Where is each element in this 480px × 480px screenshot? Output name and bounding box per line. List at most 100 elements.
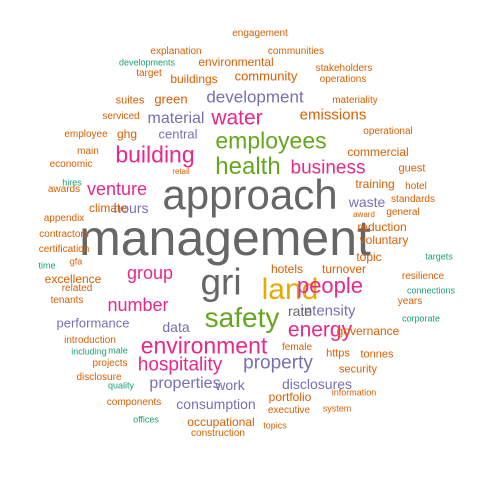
cloud-word-properties: properties xyxy=(149,375,221,392)
cloud-word-water: water xyxy=(211,106,263,130)
cloud-word-topic: topic xyxy=(356,250,382,264)
cloud-word-approach: approach xyxy=(162,171,338,218)
cloud-word-awards: awards xyxy=(47,184,81,195)
cloud-word-stakeholders: stakeholders xyxy=(315,63,373,74)
cloud-word-environment: environment xyxy=(140,332,268,359)
cloud-word-retail: retail xyxy=(172,167,190,176)
cloud-word-intensity: intensity xyxy=(300,302,356,320)
cloud-word-consumption: consumption xyxy=(176,396,256,412)
cloud-word-reduction: reduction xyxy=(357,220,407,234)
cloud-word-projects: projects xyxy=(92,358,128,369)
cloud-word-climate: climate xyxy=(88,201,128,215)
cloud-word-security: security xyxy=(339,363,377,376)
cloud-word-central: central xyxy=(158,126,198,142)
cloud-word-hours: hours xyxy=(113,200,149,216)
cloud-word-https: https xyxy=(326,347,350,360)
cloud-word-land: land xyxy=(261,273,319,306)
cloud-word-introduction: introduction xyxy=(64,335,116,346)
cloud-word-hires: hires xyxy=(62,177,82,188)
cloud-word-number: number xyxy=(107,295,169,315)
cloud-word-main: main xyxy=(77,146,99,157)
cloud-word-employee: employee xyxy=(64,129,108,140)
cloud-word-targets: targets xyxy=(425,251,453,262)
cloud-word-time: time xyxy=(38,260,56,271)
cloud-word-connections: connections xyxy=(406,285,456,296)
cloud-word-tenants: tenants xyxy=(50,295,84,306)
cloud-word-guest: guest xyxy=(398,162,426,175)
cloud-word-disclosure: disclosure xyxy=(76,372,122,383)
cloud-word-building: building xyxy=(115,141,195,168)
cloud-word-venture: venture xyxy=(86,179,148,199)
cloud-word-voluntary: voluntary xyxy=(359,233,409,247)
cloud-word-male: male xyxy=(108,345,128,356)
cloud-word-gri: gri xyxy=(200,261,242,303)
cloud-word-commercial: commercial xyxy=(347,145,409,159)
cloud-word-people: people xyxy=(296,273,364,298)
cloud-word-development: development xyxy=(206,87,304,107)
cloud-word-business: business xyxy=(290,157,366,179)
cloud-word-energy: energy xyxy=(287,318,353,342)
cloud-word-hotel: hotel xyxy=(405,181,427,192)
cloud-word-hospitality: hospitality xyxy=(137,354,223,376)
cloud-word-property: property xyxy=(243,352,313,374)
cloud-word-standards: standards xyxy=(391,194,435,205)
cloud-word-safety: safety xyxy=(204,302,280,333)
cloud-word-including: including xyxy=(71,346,107,357)
cloud-word-award: award xyxy=(353,210,375,219)
cloud-word-operations: operations xyxy=(319,74,367,85)
cloud-word-certification: certification xyxy=(38,244,90,255)
cloud-word-explanation: explanation xyxy=(150,46,202,57)
cloud-word-general: general xyxy=(386,207,420,218)
cloud-word-disclosures: disclosures xyxy=(281,376,353,392)
cloud-word-green: green xyxy=(154,91,188,107)
cloud-word-information: information xyxy=(331,387,377,398)
cloud-word-community: community xyxy=(234,68,298,84)
cloud-word-governance: governance xyxy=(336,324,400,338)
cloud-word-work: work xyxy=(215,377,245,393)
cloud-word-target: target xyxy=(136,68,162,79)
cloud-word-economic: economic xyxy=(49,159,93,170)
cloud-word-construction: construction xyxy=(191,428,245,439)
cloud-word-offices: offices xyxy=(133,414,159,425)
cloud-word-contractors: contractors xyxy=(39,229,89,240)
cloud-word-data: data xyxy=(162,319,190,335)
cloud-word-employees: employees xyxy=(215,127,327,154)
cloud-word-engagement: engagement xyxy=(232,28,288,39)
cloud-word-rate: rate xyxy=(287,303,313,319)
cloud-word-topics: topics xyxy=(263,420,287,431)
cloud-word-executive: executive xyxy=(267,405,311,416)
cloud-word-corporate: corporate xyxy=(401,313,441,324)
cloud-word-portfolio: portfolio xyxy=(268,390,312,404)
cloud-word-waste: waste xyxy=(348,194,386,210)
cloud-word-related: related xyxy=(61,283,93,294)
cloud-word-performance: performance xyxy=(56,315,130,331)
cloud-word-emissions: emissions xyxy=(299,106,367,124)
cloud-word-resilience: resilience xyxy=(401,271,445,282)
cloud-word-years: years xyxy=(397,296,423,307)
cloud-word-ghg: ghg xyxy=(116,127,138,141)
cloud-word-management: management xyxy=(79,210,371,266)
cloud-word-developments: developments xyxy=(118,57,176,68)
cloud-word-occupational: occupational xyxy=(187,415,255,429)
cloud-word-system: system xyxy=(322,403,352,414)
cloud-word-training: training xyxy=(355,177,395,191)
cloud-word-materiality: materiality xyxy=(332,95,378,106)
cloud-word-operational: operational xyxy=(363,126,413,137)
cloud-word-buildings: buildings xyxy=(170,72,218,86)
cloud-word-suites: suites xyxy=(115,94,145,107)
cloud-word-turnover: turnover xyxy=(321,262,367,276)
cloud-word-communities: communities xyxy=(267,46,325,57)
cloud-word-hotels: hotels xyxy=(270,262,304,276)
cloud-word-group: group xyxy=(126,263,174,283)
cloud-word-material: material xyxy=(147,110,205,127)
cloud-word-quality: quality xyxy=(107,380,135,391)
cloud-word-components: components xyxy=(106,397,162,408)
cloud-word-environmental: environmental xyxy=(198,55,274,69)
cloud-word-health: health xyxy=(215,153,281,180)
cloud-word-serviced: serviced xyxy=(102,111,140,122)
cloud-word-gfa: gfa xyxy=(69,256,83,267)
cloud-word-excellence: excellence xyxy=(44,272,102,286)
cloud-word-female: female xyxy=(281,342,313,353)
cloud-word-appendix: appendix xyxy=(43,213,85,224)
